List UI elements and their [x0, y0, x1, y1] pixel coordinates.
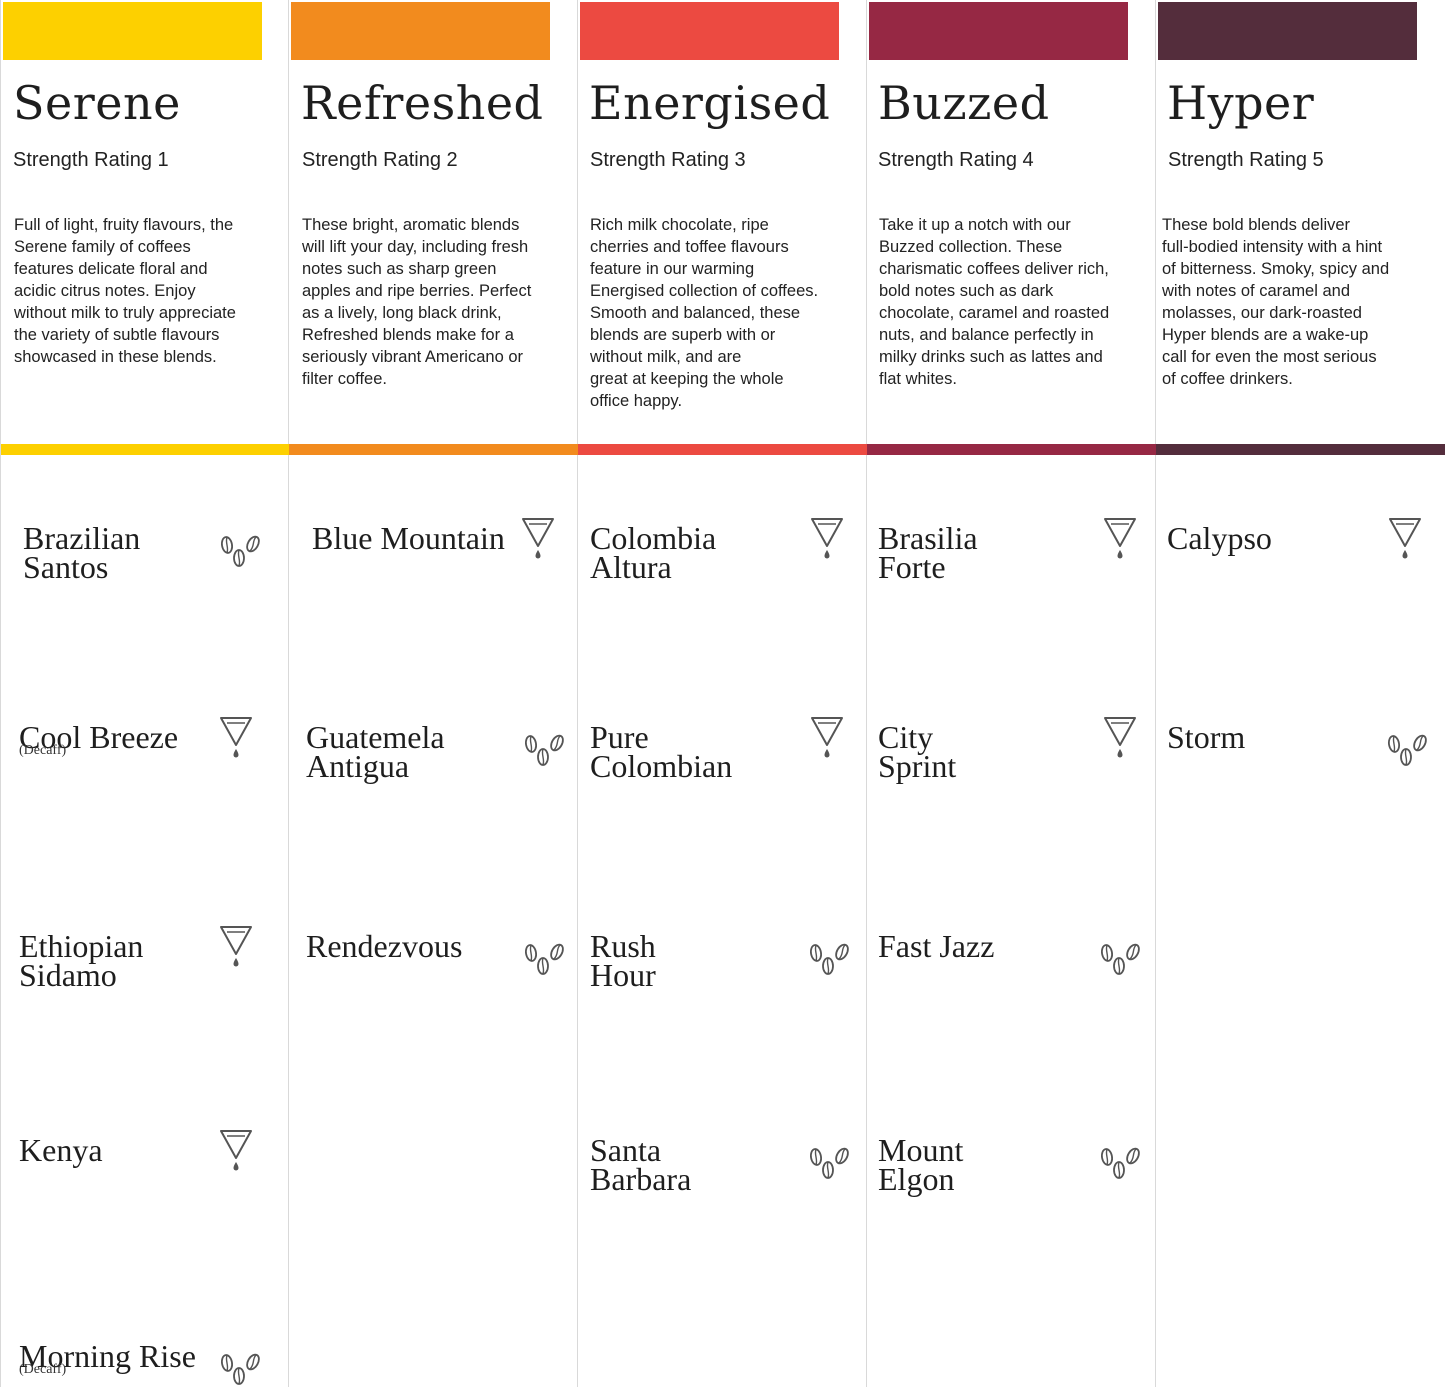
- blend-item: Pure Colombian: [590, 719, 733, 784]
- buzzed-title: Buzzed: [878, 76, 1050, 130]
- coffee-beans-icon: [219, 532, 263, 572]
- filter-drip-icon: [1103, 715, 1137, 761]
- blend-item: Cool Breeze (Decaff): [19, 719, 179, 758]
- hyper-strength-rating: Strength Rating 5: [1168, 149, 1324, 171]
- filter-drip-icon: [810, 516, 844, 562]
- hyper-title: Hyper: [1167, 76, 1315, 130]
- energised-divider-rule: [578, 444, 867, 455]
- blend-item: Mount Elgon: [878, 1132, 964, 1197]
- refreshed-title: Refreshed: [301, 76, 544, 130]
- hyper-divider-rule: [1156, 444, 1445, 455]
- blend-item: Calypso: [1167, 520, 1272, 556]
- blend-name: Kenya: [19, 1132, 103, 1168]
- coffee-beans-icon: [1386, 731, 1430, 771]
- blend-item: Santa Barbara: [590, 1132, 692, 1197]
- column-serene: Serene Strength Rating 1 Full of light, fr…: [0, 0, 290, 1390]
- serene-title: Serene: [13, 76, 181, 130]
- refreshed-description: These bright, aromatic blends will lift …: [302, 216, 532, 388]
- blend-name: Rush Hour: [590, 928, 656, 993]
- blend-name: Rendezvous: [306, 928, 463, 964]
- buzzed-strength-rating: Strength Rating 4: [878, 149, 1034, 171]
- serene-strength-rating: Strength Rating 1: [13, 149, 169, 171]
- blend-name: Mount Elgon: [878, 1132, 964, 1197]
- blend-name: Blue Mountain: [312, 520, 505, 556]
- refreshed-color-bar: [291, 2, 550, 60]
- coffee-beans-icon: [808, 940, 852, 980]
- column-refreshed: Refreshed Strength Rating 2 These bright, …: [289, 0, 578, 1387]
- buzzed-description: Take it up a notch with our Buzzed colle…: [879, 216, 1110, 388]
- coffee-beans-icon: [523, 731, 567, 771]
- filter-drip-icon: [219, 1128, 253, 1174]
- blend-item: Brasilia Forte: [878, 520, 978, 585]
- blend-item: Morning Rise (Decaff): [19, 1338, 196, 1377]
- blend-name: Pure Colombian: [590, 719, 733, 784]
- blend-name: Ethiopian Sidamo: [19, 928, 144, 993]
- blend-decaff-note: (Decaff): [19, 743, 67, 758]
- hyper-color-bar: [1158, 2, 1417, 60]
- blend-name: Calypso: [1167, 520, 1272, 556]
- coffee-beans-icon: [523, 940, 567, 980]
- column-energised: Energised Strength Rating 3 Rich milk choc…: [578, 0, 867, 1387]
- blend-name: Santa Barbara: [590, 1132, 692, 1197]
- filter-drip-icon: [219, 924, 253, 970]
- blend-item: City Sprint: [878, 719, 957, 784]
- blend-name: Brasilia Forte: [878, 520, 978, 585]
- blend-name: Colombia Altura: [590, 520, 717, 585]
- blend-name: Guatemela Antigua: [306, 719, 445, 784]
- blend-name: Morning Rise: [19, 1338, 196, 1374]
- blend-name: Fast Jazz: [878, 928, 995, 964]
- blend-decaff-note: (Decaff): [19, 1362, 67, 1377]
- column-hyper: Hyper Strength Rating 5 These bold blends …: [1156, 0, 1445, 1387]
- energised-title: Energised: [589, 76, 831, 130]
- blend-item: Colombia Altura: [590, 520, 717, 585]
- blend-name: Storm: [1167, 719, 1246, 755]
- serene-description: Full of light, fruity flavours, the Sere…: [14, 216, 236, 366]
- energised-strength-rating: Strength Rating 3: [590, 149, 746, 171]
- filter-drip-icon: [219, 715, 253, 761]
- blend-item: Kenya: [19, 1132, 103, 1168]
- blend-item: Rush Hour: [590, 928, 656, 993]
- blend-item: Fast Jazz: [878, 928, 995, 964]
- hyper-description: These bold blends deliver full-bodied in…: [1162, 216, 1390, 388]
- blend-name: Cool Breeze: [19, 719, 179, 755]
- coffee-beans-icon: [1099, 1144, 1143, 1184]
- filter-drip-icon: [810, 715, 844, 761]
- coffee-beans-icon: [219, 1350, 263, 1390]
- blend-item: Guatemela Antigua: [306, 719, 445, 784]
- serene-divider-rule: [1, 444, 290, 455]
- energised-description: Rich milk chocolate, ripe cherries and t…: [590, 216, 819, 410]
- blend-item: Brazilian Santos: [23, 520, 141, 585]
- coffee-beans-icon: [808, 1144, 852, 1184]
- energised-color-bar: [580, 2, 839, 60]
- buzzed-color-bar: [869, 2, 1128, 60]
- blend-name: City Sprint: [878, 719, 957, 784]
- filter-drip-icon: [1103, 516, 1137, 562]
- coffee-beans-icon: [1099, 940, 1143, 980]
- serene-color-bar: [3, 2, 262, 60]
- blend-item: Rendezvous: [306, 928, 463, 964]
- column-buzzed: Buzzed Strength Rating 4 Take it up a notc…: [867, 0, 1156, 1387]
- filter-drip-icon: [521, 516, 555, 562]
- refreshed-strength-rating: Strength Rating 2: [302, 149, 458, 171]
- buzzed-divider-rule: [867, 444, 1156, 455]
- blend-item: Ethiopian Sidamo: [19, 928, 144, 993]
- refreshed-divider-rule: [289, 444, 578, 455]
- filter-drip-icon: [1388, 516, 1422, 562]
- blend-item: Blue Mountain: [312, 520, 505, 556]
- blend-name: Brazilian Santos: [23, 520, 141, 585]
- blend-item: Storm: [1167, 719, 1246, 755]
